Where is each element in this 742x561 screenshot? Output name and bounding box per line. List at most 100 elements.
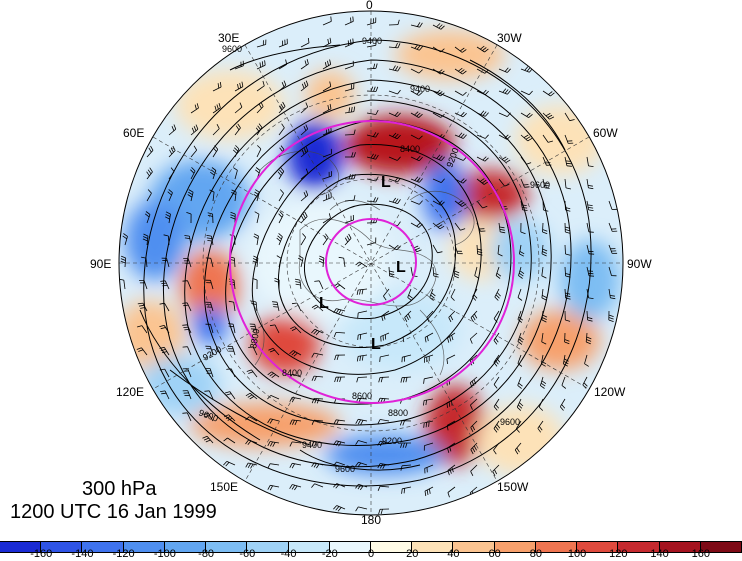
wind-barb <box>322 197 332 202</box>
colorbar-segment <box>535 542 578 552</box>
wind-barb-flag <box>414 111 419 116</box>
wind-barb-flag <box>291 302 297 305</box>
wind-barb <box>498 222 501 232</box>
wind-barb-flag <box>440 25 445 30</box>
wind-barb-flag <box>403 488 405 494</box>
wind-barb <box>541 288 544 298</box>
wind-barb-flag <box>188 191 193 196</box>
wind-barb-flag <box>394 176 399 182</box>
wind-barb-flag <box>397 66 401 72</box>
wind-barb <box>234 170 238 180</box>
wind-barb-flag <box>334 355 337 361</box>
wind-barb-flag <box>540 382 546 387</box>
wind-barb <box>322 21 332 26</box>
wind-barb <box>270 395 280 400</box>
wind-barb-flag <box>182 324 188 326</box>
wind-barb-flag <box>252 258 258 261</box>
wind-barb-flag <box>462 179 467 184</box>
wind-barb-flag <box>171 126 175 131</box>
wind-barb-flag <box>273 306 279 308</box>
wind-barb-flag <box>497 253 503 257</box>
wind-barb <box>164 368 170 378</box>
wind-barb-flag <box>193 126 197 131</box>
wind-barb-flag <box>269 485 273 491</box>
wind-barb-flag <box>484 157 489 162</box>
wind-barb-flag <box>230 216 236 220</box>
wind-barb-flag <box>397 199 401 204</box>
wind-barb-flag <box>258 103 262 109</box>
wind-barb-flag <box>307 37 310 43</box>
wind-barb-flag <box>447 492 450 498</box>
wind-barb <box>586 244 590 254</box>
wind-barb <box>300 128 308 136</box>
wind-barb-flag <box>564 339 570 342</box>
wind-barb-flag <box>500 231 506 234</box>
wind-barb-flag <box>353 152 356 158</box>
wind-barb-flag <box>245 392 251 397</box>
wind-barb-flag <box>253 233 259 237</box>
wind-barb-flag <box>565 275 571 278</box>
wind-barb-flag <box>437 224 443 228</box>
wind-barb-flag <box>259 62 261 68</box>
low-marker: L <box>371 336 381 353</box>
wind-barb-flag <box>404 317 408 322</box>
contour-label: 9600 <box>500 417 520 427</box>
wind-barb-flag <box>305 146 309 152</box>
wind-barb-flag <box>303 148 307 153</box>
wind-barb-flag <box>239 102 243 108</box>
wind-barb-flag <box>333 461 337 467</box>
wind-barb <box>517 354 522 364</box>
wind-barb <box>424 376 434 380</box>
wind-barb <box>584 354 588 364</box>
wind-barb <box>187 390 192 400</box>
wind-barb <box>256 214 260 224</box>
wind-barb-flag <box>499 226 505 229</box>
wind-barb-flag <box>480 45 485 50</box>
wind-barb-flag <box>339 376 342 383</box>
wind-barb <box>476 134 486 139</box>
wind-barb <box>248 439 258 444</box>
wind-barb-flag <box>333 419 337 425</box>
wind-barb-flag <box>160 390 166 392</box>
wind-barb <box>230 368 236 378</box>
wind-barb <box>322 108 332 114</box>
wind-barb <box>233 280 236 290</box>
wind-barb-flag <box>403 377 405 383</box>
wind-barb-flag <box>311 398 315 404</box>
wind-barb <box>278 236 283 246</box>
wind-barb <box>212 128 220 136</box>
wind-barb-flag <box>399 420 403 426</box>
wind-barb <box>366 90 377 92</box>
wind-barb-flag <box>352 38 354 44</box>
wind-barb <box>447 442 456 449</box>
wind-barb-flag <box>542 231 548 235</box>
wind-barb <box>256 106 264 114</box>
wind-barb <box>520 112 529 118</box>
wind-barb <box>447 420 456 426</box>
wind-barb-flag <box>526 112 531 117</box>
wind-barb <box>454 178 464 184</box>
wind-barb <box>476 244 478 255</box>
wind-barb <box>379 397 390 400</box>
wind-barb-flag <box>438 69 443 74</box>
wind-barb-flag <box>459 47 465 52</box>
wind-barb-flag <box>396 112 401 117</box>
lon-label-120w: 120W <box>594 385 626 399</box>
colorbar-segment <box>700 542 742 552</box>
wind-barb <box>402 486 412 490</box>
wind-barb-flag <box>303 192 307 197</box>
wind-barb-flag <box>333 308 337 314</box>
wind-barb-flag <box>528 90 533 95</box>
wind-barb <box>256 192 260 202</box>
wind-barb <box>520 90 530 96</box>
wind-barb-flag <box>301 215 305 221</box>
wind-barb-flag <box>203 412 209 415</box>
wind-barb-flag <box>482 111 487 116</box>
wind-barb <box>520 68 530 73</box>
wind-barb <box>410 266 413 276</box>
wind-barb-flag <box>375 109 379 115</box>
wind-barb-flag <box>397 89 401 95</box>
wind-barb-flag <box>493 340 498 345</box>
wind-barb <box>233 257 236 268</box>
